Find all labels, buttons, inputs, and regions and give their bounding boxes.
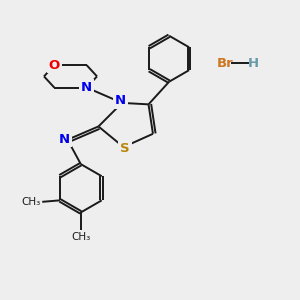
- Text: CH₃: CH₃: [71, 232, 90, 242]
- Text: S: S: [120, 142, 130, 155]
- Text: H: H: [248, 57, 259, 70]
- Text: CH₃: CH₃: [21, 197, 40, 207]
- Text: O: O: [49, 59, 60, 72]
- Text: N: N: [81, 81, 92, 94]
- Text: N: N: [59, 133, 70, 146]
- Text: Br: Br: [217, 57, 233, 70]
- Text: N: N: [115, 94, 126, 107]
